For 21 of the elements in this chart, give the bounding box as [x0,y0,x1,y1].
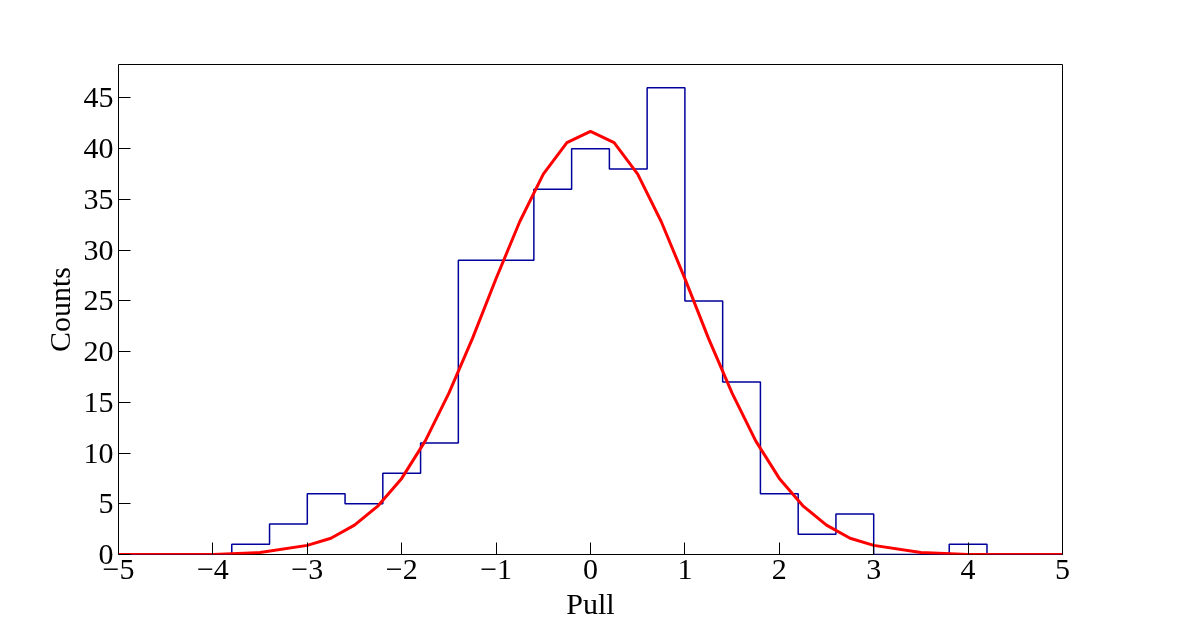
x-tick-label: −1 [480,551,513,585]
y-tick-label: 45 [83,80,114,114]
y-tick-label: 5 [98,486,114,520]
y-tick-label: 25 [83,283,114,317]
x-tick-label: 3 [866,551,882,585]
y-axis-title: Counts [42,266,76,353]
x-tick-label: 5 [1055,551,1070,585]
x-tick-label: −3 [291,551,324,585]
x-tick-label: −4 [196,551,229,585]
y-tick-label: 10 [83,435,114,469]
x-axis-title: Pull [566,586,615,620]
y-tick-label: 20 [83,334,114,368]
x-tick-label: 1 [677,551,693,585]
x-tick-label: 0 [583,551,598,585]
x-tick-label: −2 [385,551,418,585]
x-tick-label: 2 [771,551,787,585]
y-tick-label: 15 [83,384,114,418]
y-tick-label: 35 [83,181,114,215]
y-tick-label: 40 [83,131,114,165]
y-tick-label: 30 [83,232,114,266]
x-tick-label: 4 [960,551,976,585]
